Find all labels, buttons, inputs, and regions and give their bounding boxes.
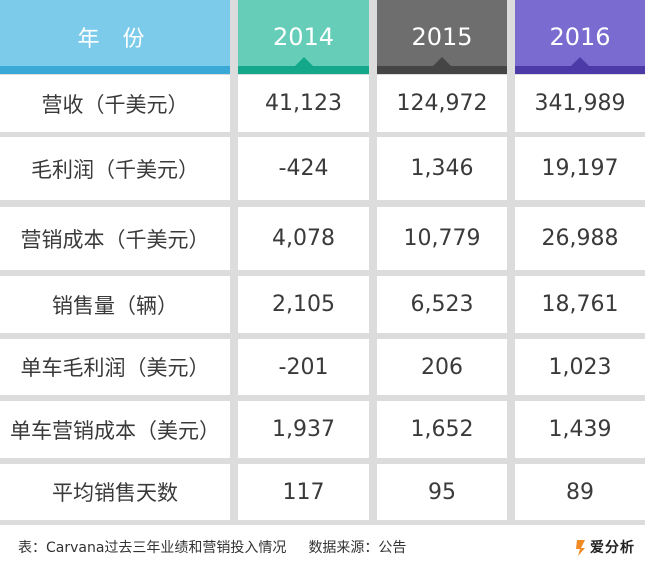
row-unit-marketing-cost-label: 单车营销成本（美元） xyxy=(0,401,230,458)
row-marketing-cost-2016: 26,988 xyxy=(515,207,645,270)
row-sales-volume-2016: 18,761 xyxy=(515,276,645,333)
row-unit-gross-profit-label: 单车毛利润（美元） xyxy=(0,339,230,395)
header-label-stripe xyxy=(0,66,230,74)
header-year-2015-stripe xyxy=(377,66,507,74)
row-unit-gross-profit-2016: 1,023 xyxy=(515,339,645,395)
row-avg-days-2015: 95 xyxy=(377,464,507,520)
row-marketing-cost-2015: 10,779 xyxy=(377,207,507,270)
table-footer: 表：Carvana过去三年业绩和营销投入情况 数据来源：公告 xyxy=(0,525,645,569)
row-unit-gross-profit-2015: 206 xyxy=(377,339,507,395)
header-label: 年 份 xyxy=(77,27,153,52)
row-revenue-2015: 124,972 xyxy=(377,75,507,132)
row-marketing-cost-label: 营销成本（千美元） xyxy=(0,207,230,270)
row-unit-marketing-cost-2015: 1,652 xyxy=(377,401,507,458)
row-avg-days-label: 平均销售天数 xyxy=(0,464,230,520)
table-caption: 表：Carvana过去三年业绩和营销投入情况 xyxy=(18,540,287,556)
header-year-2016-text: 2016 xyxy=(549,23,611,51)
row-sales-volume-2014: 2,105 xyxy=(238,276,369,333)
row-gross-profit-label: 毛利润（千美元） xyxy=(0,137,230,200)
row-revenue-label: 营收（千美元） xyxy=(0,75,230,132)
row-sales-volume-label: 销售量（辆） xyxy=(0,276,230,333)
data-source: 数据来源：公告 xyxy=(308,540,407,556)
header-year-2015-notch xyxy=(433,57,451,66)
row-gross-profit-2016: 19,197 xyxy=(515,137,645,200)
row-unit-marketing-cost-2016: 1,439 xyxy=(515,401,645,458)
row-marketing-cost-2014: 4,078 xyxy=(238,207,369,270)
row-avg-days-2014: 117 xyxy=(238,464,369,520)
row-gross-profit-2015: 1,346 xyxy=(377,137,507,200)
row-gross-profit-2014: -424 xyxy=(238,137,369,200)
header-year-2014: 2014 xyxy=(238,0,369,74)
header-year-2014-notch xyxy=(294,57,313,66)
brand-logo-text: 爱分析 xyxy=(590,540,635,556)
header-year-2016-notch xyxy=(571,57,589,66)
header-year-2014-text: 2014 xyxy=(272,23,335,51)
header-year-2016: 2016 xyxy=(515,0,645,74)
brand-logo: 爱分析 xyxy=(575,536,635,560)
row-revenue-2014: 41,123 xyxy=(238,75,369,132)
row-unit-gross-profit-2014: -201 xyxy=(238,339,369,395)
header-label-cell: 年 份 xyxy=(0,0,230,74)
row-revenue-2016: 341,989 xyxy=(515,75,645,132)
row-unit-marketing-cost-2014: 1,937 xyxy=(238,401,369,458)
header-year-2016-stripe xyxy=(515,66,645,74)
row-avg-days-2016: 89 xyxy=(515,464,645,520)
brand-logo-icon xyxy=(576,540,585,556)
header-year-2014-stripe xyxy=(238,66,369,74)
header-year-2015-text: 2015 xyxy=(411,23,473,51)
header-year-2015: 2015 xyxy=(377,0,507,74)
row-sales-volume-2015: 6,523 xyxy=(377,276,507,333)
